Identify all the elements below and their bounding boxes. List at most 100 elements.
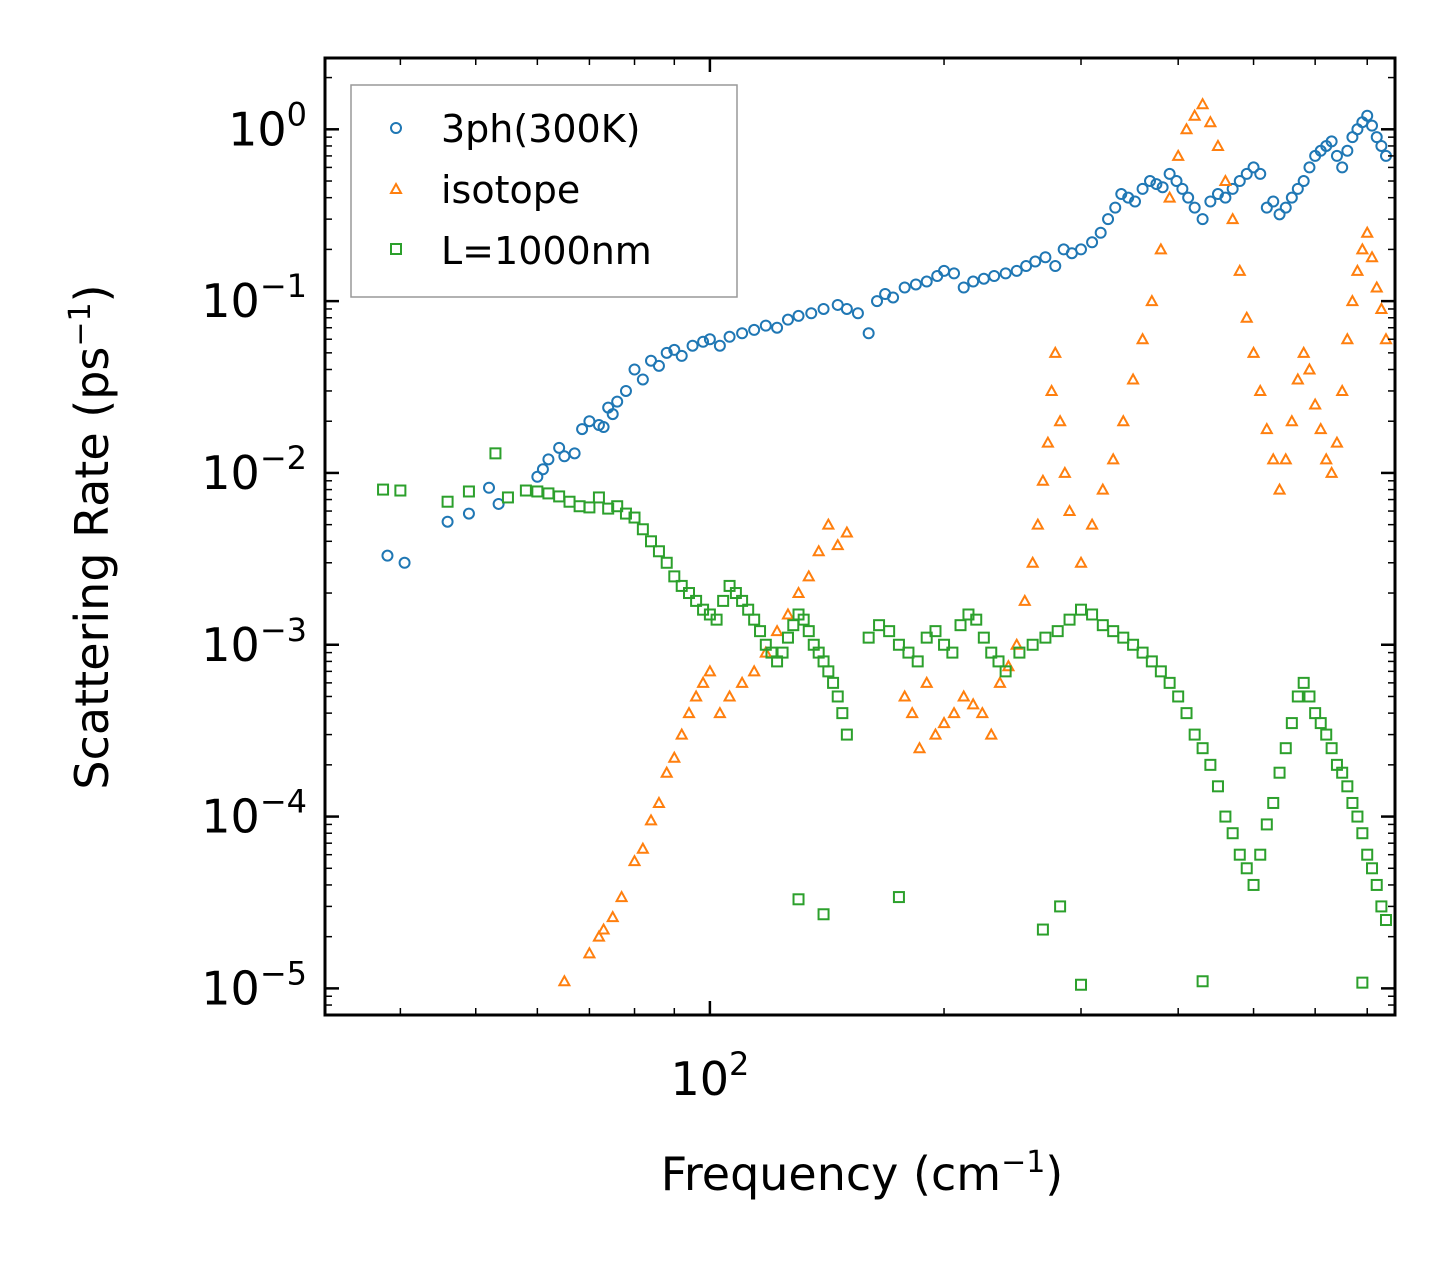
data-point — [652, 359, 665, 372]
data-point — [1285, 414, 1299, 427]
data-point — [381, 549, 394, 562]
data-point — [1374, 301, 1389, 314]
data-point — [1187, 108, 1202, 121]
data-point — [1025, 555, 1040, 568]
data-point — [689, 689, 703, 702]
data-point — [1303, 690, 1316, 703]
data-point — [1254, 167, 1267, 180]
data-point — [660, 765, 674, 778]
data-point — [441, 515, 454, 528]
data-point — [792, 309, 805, 322]
data-point — [797, 613, 810, 626]
y-axis-ticks: 100 10−1 10−2 10−3 10−4 10−5 — [201, 76, 1395, 1016]
data-point — [1154, 242, 1168, 255]
data-point — [441, 495, 454, 508]
data-point — [1379, 914, 1392, 927]
data-point — [660, 556, 673, 569]
data-point — [1297, 175, 1310, 188]
data-point — [920, 275, 933, 288]
data-point — [871, 295, 884, 308]
data-point — [1340, 332, 1355, 345]
data-point — [1375, 900, 1388, 913]
data-point — [862, 631, 875, 644]
data-point — [645, 535, 658, 548]
data-point — [1226, 827, 1239, 840]
data-point — [791, 585, 806, 599]
data-point — [1010, 637, 1024, 650]
data-point — [735, 675, 749, 688]
data-point — [682, 706, 696, 719]
data-point — [1341, 144, 1354, 157]
data-point — [1345, 294, 1360, 307]
data-point — [606, 910, 620, 923]
data-point — [1102, 213, 1115, 226]
data-point — [1330, 149, 1343, 162]
data-point — [1350, 263, 1365, 276]
data-point — [985, 646, 998, 659]
series-l1000nm-points — [377, 447, 1392, 991]
data-point — [553, 441, 566, 454]
data-point — [1106, 452, 1120, 465]
data-point — [1260, 818, 1273, 831]
data-point — [792, 893, 805, 906]
data-point — [905, 706, 919, 719]
data-point — [1319, 452, 1333, 465]
data-point — [1361, 109, 1374, 122]
data-point — [462, 485, 475, 498]
data-point — [1094, 226, 1107, 239]
data-point — [1196, 213, 1209, 226]
data-point — [710, 613, 723, 626]
data-point — [619, 507, 632, 520]
data-point — [1145, 294, 1159, 307]
data-point — [781, 631, 794, 644]
data-point — [1302, 362, 1317, 375]
data-point — [1075, 603, 1088, 616]
data-point — [501, 491, 514, 504]
data-point — [805, 307, 818, 320]
data-point — [948, 267, 961, 280]
data-point — [957, 281, 970, 294]
data-point — [636, 373, 649, 386]
data-point — [1240, 310, 1254, 323]
data-point — [1109, 201, 1122, 214]
data-point — [1075, 243, 1088, 256]
data-point — [811, 544, 826, 557]
data-point — [717, 594, 730, 607]
data-point — [1129, 195, 1142, 208]
data-point — [1291, 182, 1304, 195]
data-point — [1204, 195, 1217, 208]
data-point — [1366, 119, 1379, 132]
y-tick-label: 10−5 — [201, 954, 307, 1015]
data-point — [920, 631, 933, 644]
data-point — [667, 750, 682, 763]
data-point — [1150, 178, 1163, 191]
data-point — [851, 307, 864, 320]
data-point — [1170, 175, 1183, 188]
data-point — [1172, 690, 1185, 703]
data-point — [1162, 190, 1177, 203]
data-point — [736, 594, 749, 607]
y-tick-label: 10−3 — [201, 611, 307, 672]
data-point — [697, 335, 710, 348]
data-point — [1053, 414, 1067, 427]
data-point — [1031, 517, 1045, 530]
data-point — [1018, 593, 1032, 606]
data-point — [1297, 676, 1310, 689]
data-point — [686, 339, 699, 352]
data-point — [946, 646, 959, 659]
data-point — [999, 665, 1012, 678]
data-point — [1260, 422, 1274, 435]
legend-marker-l1000nm — [390, 243, 402, 255]
data-point — [1179, 122, 1194, 135]
data-point — [1240, 862, 1253, 875]
data-point — [1375, 139, 1388, 152]
legend-box — [350, 84, 738, 298]
legend-label-l1000nm: L=1000nm — [441, 229, 652, 273]
data-point — [394, 484, 407, 497]
data-point — [1126, 372, 1140, 385]
data-point — [1049, 260, 1062, 273]
data-point — [1233, 175, 1246, 188]
data-point — [1115, 188, 1128, 201]
x-axis-ticks: 102 — [399, 58, 1368, 1106]
data-point — [703, 664, 717, 677]
